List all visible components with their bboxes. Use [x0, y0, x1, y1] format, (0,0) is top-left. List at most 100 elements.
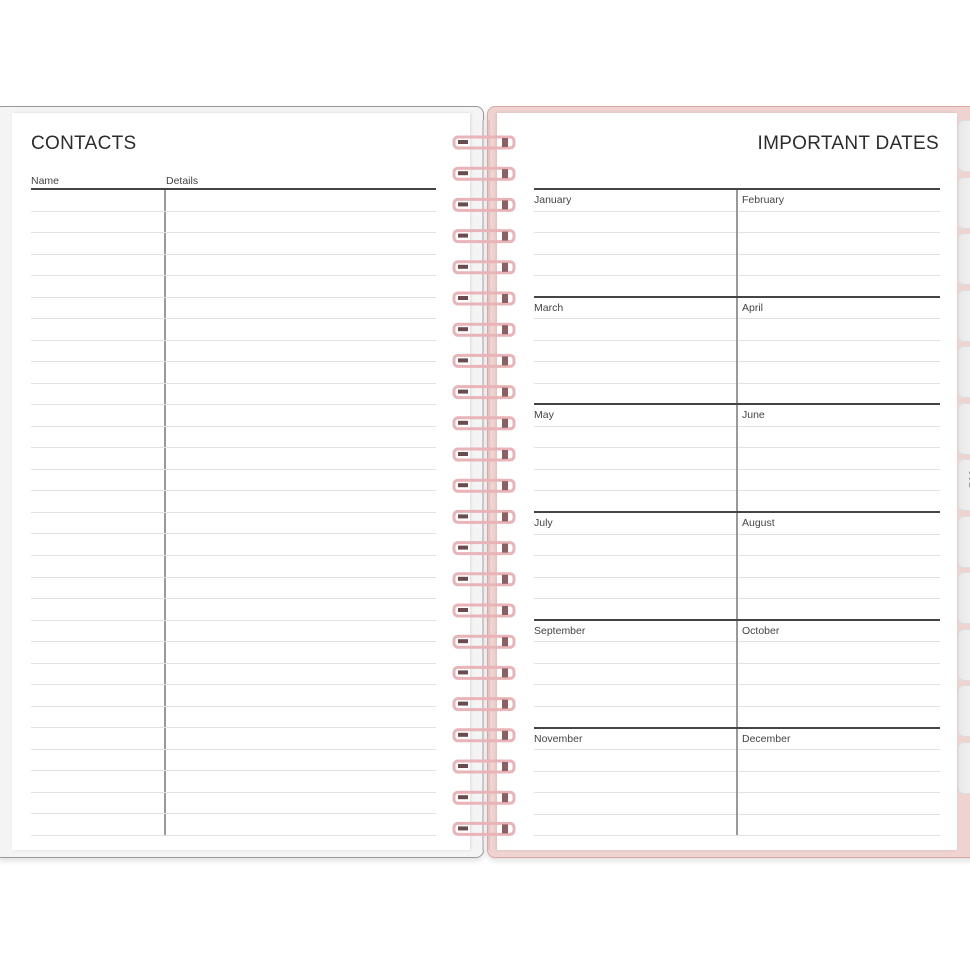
- date-row-line: [738, 275, 940, 276]
- contact-row-line: [31, 813, 436, 815]
- date-row-line: [534, 705, 736, 707]
- spiral-ring: [452, 759, 516, 774]
- date-row-line: [738, 813, 940, 815]
- contact-row-line: [31, 382, 436, 384]
- date-row-line: [738, 749, 940, 750]
- tab-jun[interactable]: JUN: [958, 402, 970, 455]
- month-label-october: October: [742, 624, 780, 637]
- date-row-line: [738, 382, 940, 384]
- month-block-rule: [534, 726, 940, 729]
- date-row-line: [738, 770, 940, 772]
- date-row-line: [738, 210, 940, 212]
- tab-may[interactable]: MAY: [958, 346, 970, 398]
- date-row-line: [534, 318, 736, 320]
- dates-header-rule: [534, 188, 940, 190]
- spiral-ring: [452, 478, 516, 493]
- tab-sep[interactable]: SEP: [958, 572, 970, 624]
- spiral-ring: [452, 260, 516, 275]
- contact-row-line: [31, 619, 436, 621]
- contact-row-line: [31, 748, 436, 750]
- date-row-line: [534, 275, 736, 276]
- month-label-june: June: [742, 409, 765, 422]
- contact-row-line: [31, 447, 436, 449]
- date-row-line: [534, 232, 736, 233]
- month-label-november: November: [534, 732, 583, 745]
- tab-apr[interactable]: APR: [958, 289, 970, 342]
- contact-row-line: [31, 232, 436, 234]
- month-block-rule: [534, 403, 940, 406]
- spiral-ring: [452, 541, 516, 556]
- date-row-line: [534, 339, 736, 341]
- contact-row-line: [31, 641, 436, 643]
- contact-row-line: [31, 576, 436, 578]
- date-row-line: [534, 210, 736, 212]
- contacts-header-rule: [31, 188, 436, 190]
- spiral-binding: [452, 120, 516, 850]
- date-row-line: [738, 253, 940, 255]
- contacts-title: CONTACTS: [31, 133, 137, 154]
- tab-mar[interactable]: MAR: [958, 233, 970, 285]
- contact-row-line: [31, 684, 436, 686]
- date-row-line: [738, 662, 940, 664]
- month-label-april: April: [742, 301, 764, 314]
- date-row-line: [534, 361, 736, 363]
- date-row-line: [738, 490, 940, 492]
- month-label-january: January: [534, 194, 572, 206]
- date-row-line: [534, 641, 736, 643]
- tab-aug[interactable]: AUG: [958, 515, 970, 568]
- contact-row-line: [31, 834, 436, 836]
- important-dates-title: IMPORTANT DATES: [757, 133, 939, 154]
- date-row-line: [738, 555, 940, 557]
- tab-oct[interactable]: OCT: [958, 628, 970, 681]
- tab-feb[interactable]: FEB: [958, 176, 970, 229]
- details-column-header: Details: [166, 175, 199, 187]
- date-row-line: [738, 361, 940, 363]
- date-row-line: [738, 641, 940, 643]
- date-row-line: [534, 684, 736, 686]
- contact-row-line: [31, 662, 436, 664]
- contact-row-line: [31, 210, 436, 212]
- contact-row-line: [31, 490, 436, 492]
- contact-row-line: [31, 555, 436, 556]
- month-label-december: December: [742, 732, 791, 745]
- date-row-line: [534, 598, 736, 600]
- date-row-line: [534, 813, 736, 815]
- date-row-line: [534, 447, 736, 449]
- contact-row-line: [31, 339, 436, 341]
- date-row-line: [534, 382, 736, 384]
- contact-row-line: [31, 791, 436, 793]
- spiral-ring: [452, 790, 516, 805]
- month-block-rule: [534, 295, 940, 298]
- month-block-rule: [534, 618, 940, 621]
- date-row-line: [738, 533, 940, 535]
- tab-jan[interactable]: JAN: [958, 120, 970, 172]
- date-row-line: [534, 749, 736, 750]
- contacts-page: [12, 113, 470, 850]
- date-row-line: [738, 339, 940, 341]
- date-row-line: [738, 318, 940, 320]
- month-label-august: August: [742, 517, 775, 530]
- month-label-february: February: [742, 194, 785, 206]
- spiral-ring: [452, 135, 516, 150]
- contact-row-line: [31, 404, 436, 406]
- tab-nov[interactable]: NOV: [958, 685, 970, 737]
- tab-dec[interactable]: DEC: [958, 741, 970, 794]
- spiral-ring: [452, 572, 516, 587]
- date-row-line: [738, 684, 940, 686]
- spiral-ring: [452, 322, 516, 337]
- contact-row-line: [31, 318, 436, 320]
- spiral-ring: [452, 697, 516, 712]
- spiral-ring: [452, 509, 516, 524]
- date-row-line: [534, 576, 736, 578]
- contact-row-line: [31, 598, 436, 600]
- page-edge: [488, 120, 490, 850]
- contact-row-line: [31, 425, 436, 427]
- date-row-line: [738, 792, 940, 793]
- contact-row-line: [31, 727, 436, 729]
- spiral-ring: [452, 728, 516, 743]
- contact-row-line: [31, 533, 436, 535]
- spiral-ring: [452, 416, 516, 431]
- name-column-header: Name: [31, 175, 60, 187]
- contact-row-line: [31, 296, 436, 298]
- tab-jul[interactable]: JUL: [958, 459, 970, 511]
